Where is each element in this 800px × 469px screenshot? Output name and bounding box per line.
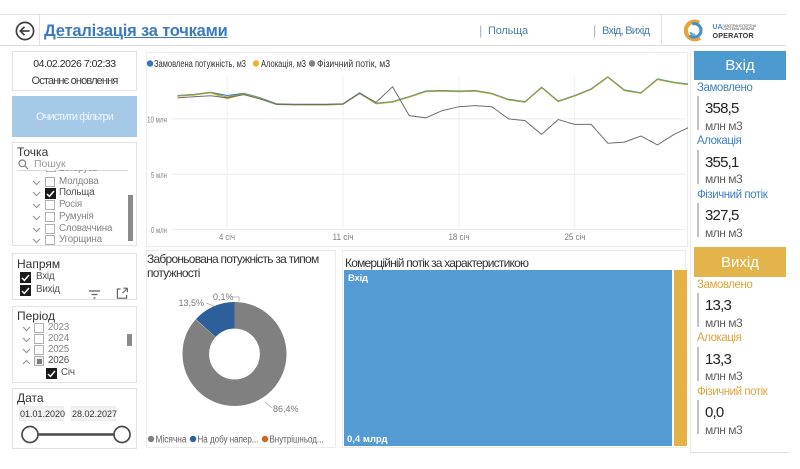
svg-text:11 січ: 11 січ: [333, 232, 354, 242]
svg-text:5 млн: 5 млн: [151, 170, 167, 180]
svg-text:86,4%: 86,4%: [273, 404, 299, 414]
svg-text:25 січ: 25 січ: [565, 232, 586, 242]
svg-text:18 січ: 18 січ: [449, 232, 470, 242]
svg-text:0 млн: 0 млн: [151, 225, 167, 235]
svg-text:10 млн: 10 млн: [147, 115, 167, 125]
svg-text:На добу напер...: На добу напер...: [198, 434, 259, 446]
svg-text:4 січ: 4 січ: [219, 232, 235, 242]
svg-text:Фізичний потік, м3: Фізичний потік, м3: [317, 59, 390, 70]
svg-text:Алокація, м3: Алокація, м3: [261, 59, 306, 70]
svg-text:Внутрішньод...: Внутрішньод...: [270, 435, 324, 446]
svg-text:Місячна: Місячна: [156, 435, 187, 446]
svg-text:Замовлена потужність, м3: Замовлена потужність, м3: [154, 59, 246, 70]
svg-text:13,5%: 13,5%: [178, 298, 204, 308]
svg-text:0,1%: 0,1%: [213, 292, 234, 302]
